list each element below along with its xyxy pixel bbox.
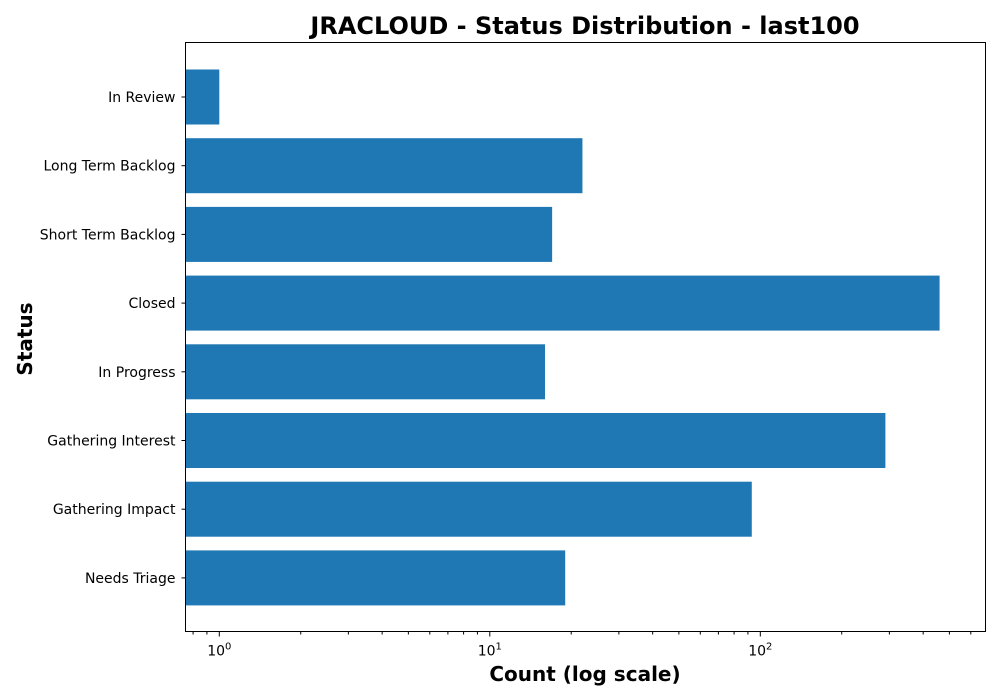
bar-gathering-impact: [185, 481, 752, 537]
y-axis-label: Status: [13, 302, 37, 375]
x-axis-label: Count (log scale): [489, 662, 680, 686]
y-tick-label: In Progress: [98, 365, 175, 381]
bar-gathering-interest: [185, 413, 886, 468]
bar-closed: [185, 275, 940, 331]
y-ticks-layer: In Review Long Term Backlog Short Term Bac…: [40, 90, 186, 587]
plot-frame: [185, 42, 986, 632]
bar-in-progress: [185, 344, 546, 400]
bar-needs-triage: [185, 550, 566, 606]
bars-layer: [185, 69, 940, 606]
x-tick-label: 102: [748, 642, 772, 660]
y-tick-label: Closed: [128, 296, 175, 312]
y-tick-label: Long Term Backlog: [43, 159, 175, 175]
bar-short-term-backlog: [185, 206, 553, 262]
y-tick-label: Gathering Impact: [53, 502, 176, 518]
y-tick-label: Short Term Backlog: [40, 227, 176, 243]
bar-in-review: [185, 69, 220, 125]
chart-title: JRACLOUD - Status Distribution - last100: [308, 12, 859, 40]
bar-long-term-backlog: [185, 138, 583, 194]
y-tick-label: In Review: [108, 90, 175, 106]
x-tick-label: 100: [207, 642, 231, 660]
x-tick-label: 101: [478, 642, 502, 660]
y-tick-label: Needs Triage: [85, 571, 176, 587]
x-ticks-layer: 100 101 102: [192, 631, 972, 660]
y-tick-label: Gathering Interest: [47, 434, 176, 450]
